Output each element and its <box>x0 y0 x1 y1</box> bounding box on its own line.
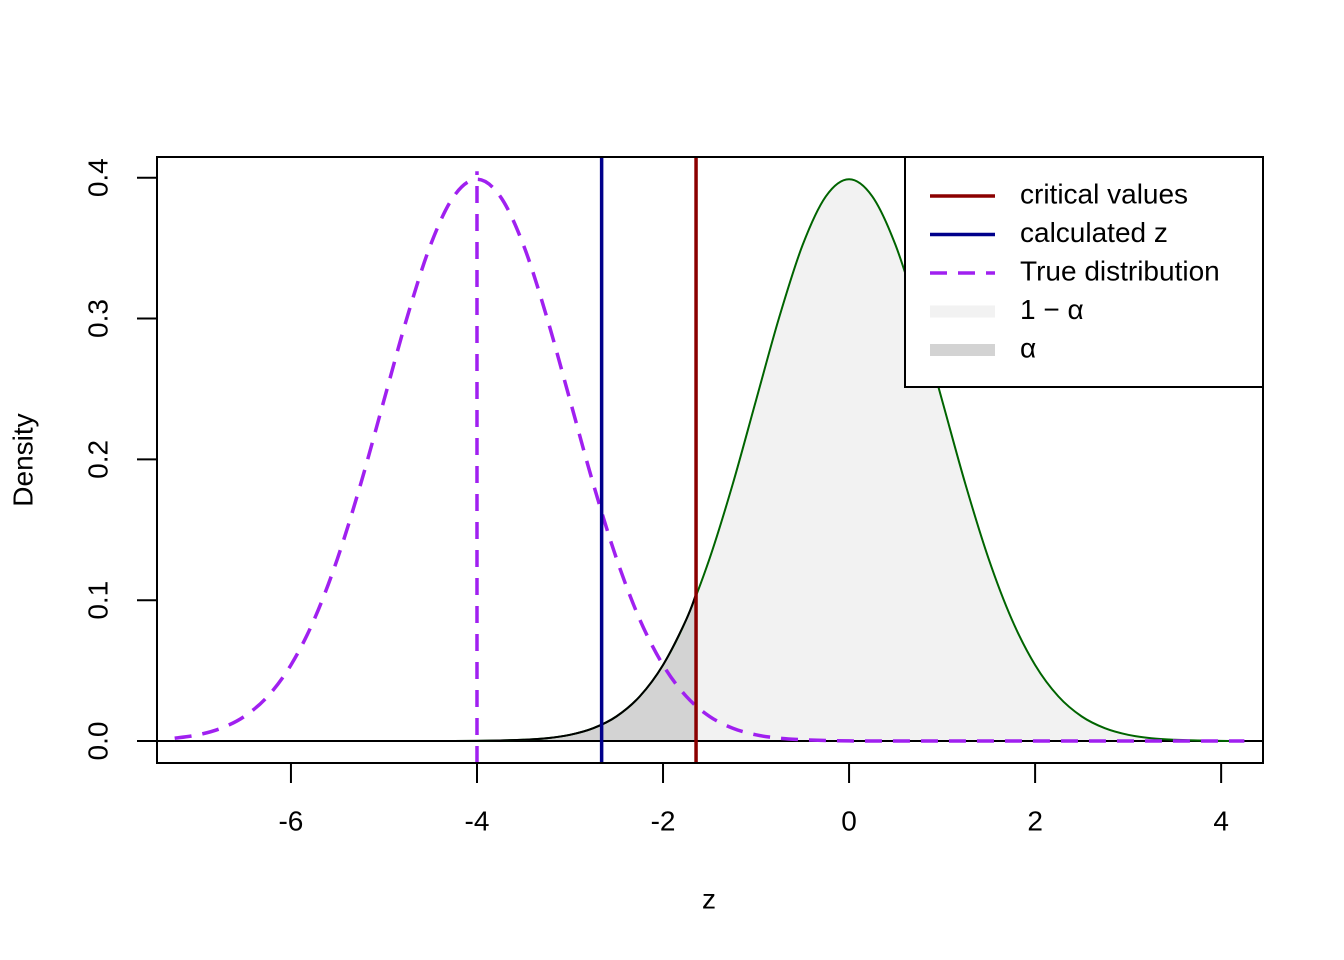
y-tick-label: 0.3 <box>82 299 113 338</box>
legend-label: True distribution <box>1020 255 1220 286</box>
x-tick-label: -6 <box>278 805 303 836</box>
y-tick-label: 0.4 <box>82 158 113 197</box>
legend-label: critical values <box>1020 178 1188 209</box>
x-tick-label: 4 <box>1213 805 1229 836</box>
y-axis-label: Density <box>7 413 38 506</box>
null-curve-tail <box>174 593 697 743</box>
y-tick-label: 0.2 <box>82 440 113 479</box>
x-tick-label: 2 <box>1027 805 1043 836</box>
x-tick-label: 0 <box>841 805 857 836</box>
x-tick-label: -4 <box>465 805 490 836</box>
true-distribution-curve <box>174 177 1245 743</box>
x-tick-label: -2 <box>651 805 676 836</box>
y-tick-label: 0.0 <box>82 722 113 761</box>
area-1-minus-alpha <box>696 179 1245 742</box>
plot-area <box>157 157 1263 763</box>
legend: critical values calculated z True distribu… <box>904 156 1264 388</box>
x-axis-label: z <box>702 883 716 914</box>
area-alpha <box>174 593 697 742</box>
y-tick-label: 0.1 <box>82 581 113 620</box>
legend-label: calculated z <box>1020 217 1168 248</box>
legend-label: α <box>1020 332 1036 363</box>
legend-label: 1 − α <box>1020 294 1084 325</box>
